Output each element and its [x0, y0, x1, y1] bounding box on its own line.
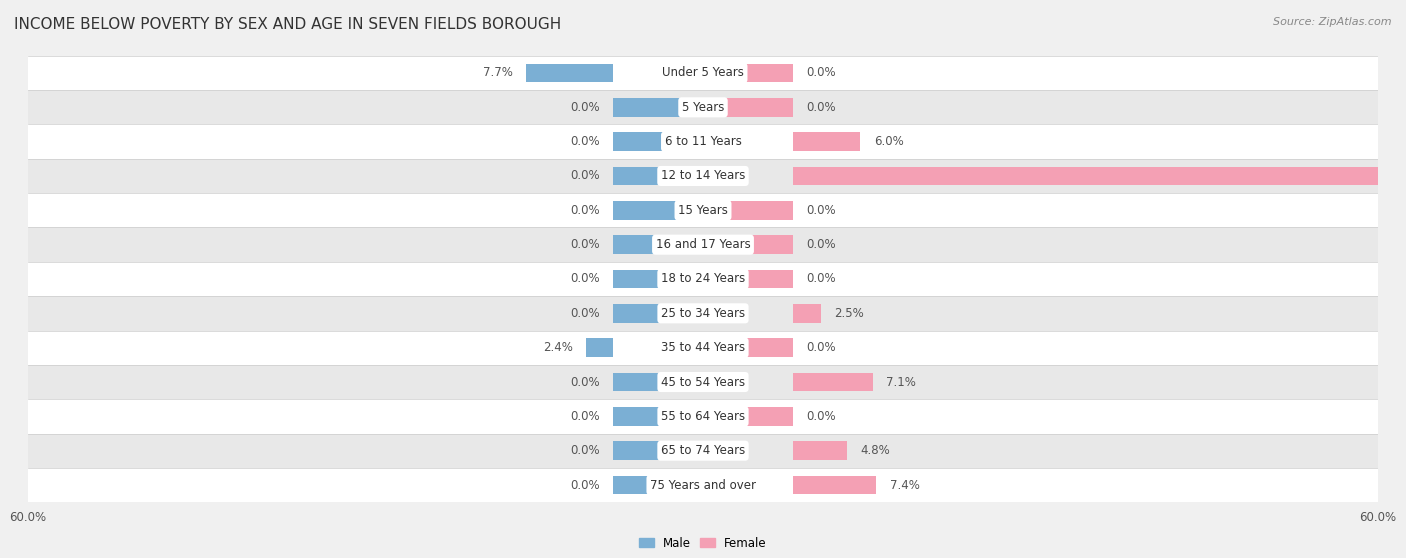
Text: Source: ZipAtlas.com: Source: ZipAtlas.com: [1274, 17, 1392, 27]
Bar: [28, 399, 1378, 434]
Text: 0.0%: 0.0%: [569, 101, 599, 114]
Text: 5 Years: 5 Years: [682, 101, 724, 114]
Text: 2.4%: 2.4%: [543, 341, 572, 354]
Bar: [793, 475, 876, 494]
Bar: [28, 262, 1378, 296]
Text: 7.7%: 7.7%: [484, 66, 513, 79]
Bar: [613, 475, 703, 494]
Text: 65 to 74 Years: 65 to 74 Years: [661, 444, 745, 457]
Text: 16 and 17 Years: 16 and 17 Years: [655, 238, 751, 251]
Bar: [703, 64, 793, 83]
Bar: [28, 228, 1378, 262]
Bar: [613, 166, 703, 185]
Bar: [793, 166, 1406, 185]
Bar: [613, 270, 703, 288]
Bar: [526, 64, 613, 83]
Text: 0.0%: 0.0%: [807, 101, 837, 114]
Text: 0.0%: 0.0%: [807, 238, 837, 251]
Bar: [28, 56, 1378, 90]
Text: 0.0%: 0.0%: [807, 341, 837, 354]
Text: 0.0%: 0.0%: [569, 204, 599, 217]
Text: 0.0%: 0.0%: [807, 272, 837, 286]
Bar: [793, 373, 873, 392]
Bar: [28, 90, 1378, 124]
Bar: [703, 270, 793, 288]
Text: 15 Years: 15 Years: [678, 204, 728, 217]
Text: 55 to 64 Years: 55 to 64 Years: [661, 410, 745, 423]
Text: 0.0%: 0.0%: [569, 238, 599, 251]
Text: 35 to 44 Years: 35 to 44 Years: [661, 341, 745, 354]
Text: 2.5%: 2.5%: [835, 307, 865, 320]
Text: 0.0%: 0.0%: [569, 170, 599, 182]
Text: 4.8%: 4.8%: [860, 444, 890, 457]
Text: 0.0%: 0.0%: [569, 410, 599, 423]
Text: 7.1%: 7.1%: [886, 376, 917, 388]
Text: 0.0%: 0.0%: [807, 66, 837, 79]
Bar: [28, 296, 1378, 330]
Bar: [28, 330, 1378, 365]
Bar: [28, 468, 1378, 502]
Text: 0.0%: 0.0%: [569, 376, 599, 388]
Bar: [613, 441, 703, 460]
Text: 6.0%: 6.0%: [875, 135, 904, 148]
Text: 0.0%: 0.0%: [569, 135, 599, 148]
Text: 18 to 24 Years: 18 to 24 Years: [661, 272, 745, 286]
Bar: [613, 132, 703, 151]
Bar: [703, 338, 793, 357]
Text: 6 to 11 Years: 6 to 11 Years: [665, 135, 741, 148]
Text: 0.0%: 0.0%: [569, 479, 599, 492]
Bar: [793, 304, 821, 323]
Bar: [703, 235, 793, 254]
Text: 0.0%: 0.0%: [569, 444, 599, 457]
Text: 7.4%: 7.4%: [890, 479, 920, 492]
Bar: [613, 373, 703, 392]
Bar: [793, 132, 860, 151]
Bar: [28, 434, 1378, 468]
Bar: [703, 98, 793, 117]
Text: 12 to 14 Years: 12 to 14 Years: [661, 170, 745, 182]
Text: 0.0%: 0.0%: [569, 272, 599, 286]
Legend: Male, Female: Male, Female: [634, 532, 772, 554]
Bar: [793, 441, 846, 460]
Text: INCOME BELOW POVERTY BY SEX AND AGE IN SEVEN FIELDS BOROUGH: INCOME BELOW POVERTY BY SEX AND AGE IN S…: [14, 17, 561, 32]
Text: 0.0%: 0.0%: [807, 204, 837, 217]
Bar: [28, 365, 1378, 399]
Bar: [28, 159, 1378, 193]
Text: 75 Years and over: 75 Years and over: [650, 479, 756, 492]
Bar: [613, 201, 703, 220]
Bar: [703, 201, 793, 220]
Text: 45 to 54 Years: 45 to 54 Years: [661, 376, 745, 388]
Bar: [586, 338, 613, 357]
Bar: [613, 98, 703, 117]
Bar: [613, 235, 703, 254]
Bar: [613, 304, 703, 323]
Text: Under 5 Years: Under 5 Years: [662, 66, 744, 79]
Bar: [613, 407, 703, 426]
Bar: [28, 124, 1378, 159]
Text: 0.0%: 0.0%: [569, 307, 599, 320]
Bar: [28, 193, 1378, 228]
Bar: [703, 407, 793, 426]
Text: 0.0%: 0.0%: [807, 410, 837, 423]
Text: 25 to 34 Years: 25 to 34 Years: [661, 307, 745, 320]
